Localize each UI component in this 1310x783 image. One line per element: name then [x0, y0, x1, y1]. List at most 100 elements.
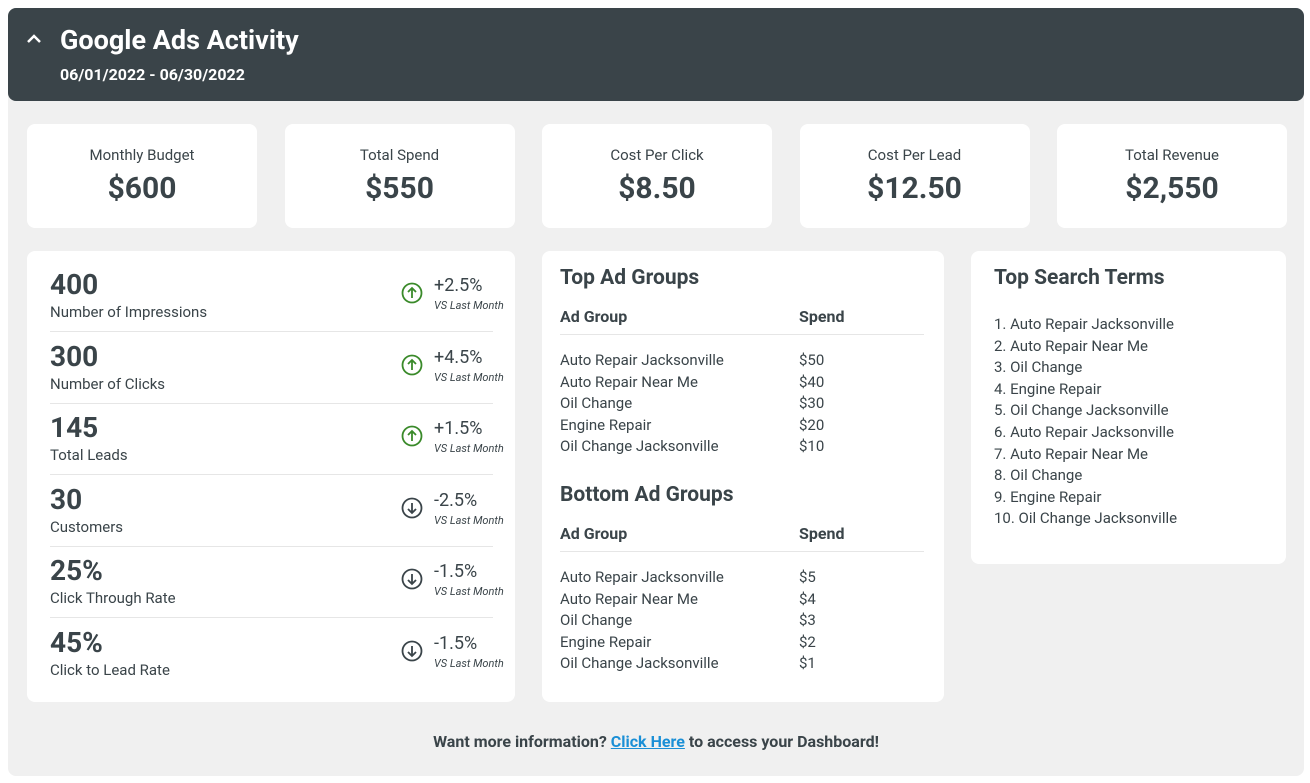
trend-icon	[401, 640, 423, 662]
ad-group-name: Auto Repair Jacksonville	[560, 351, 724, 369]
column-header: Spend	[799, 524, 845, 543]
kpi-label: Monthly Budget	[89, 146, 195, 164]
trend-icon	[401, 282, 423, 304]
kpi-label: Cost Per Lead	[867, 146, 962, 164]
search-term: 1. Auto Repair Jacksonville	[994, 315, 1174, 333]
ad-group-spend: $3	[799, 611, 816, 630]
ad-group-spend: $10	[799, 437, 825, 456]
metric-compare: VS Last Month	[434, 585, 504, 598]
search-term: 7. Auto Repair Near Me	[994, 444, 1149, 463]
kpi-card: Monthly Budget $600	[27, 124, 257, 228]
ad-group-spend: $4	[799, 589, 816, 608]
section-title: Top Search Terms	[994, 266, 1165, 290]
kpi-label: Total Spend	[359, 146, 440, 164]
metric-value: 145	[50, 411, 99, 444]
footer: Want more information? Click Here to acc…	[8, 732, 1304, 751]
metric-label: Click Through Rate	[50, 589, 176, 607]
divider	[50, 331, 493, 332]
metric-value: 400	[50, 268, 99, 301]
collapse-toggle[interactable]	[26, 32, 42, 46]
search-terms-card: Top Search Terms 1. Auto Repair Jacksonvi…	[971, 251, 1286, 564]
metric-compare: VS Last Month	[434, 656, 504, 670]
metric-value: 25%	[50, 554, 103, 587]
metric-label: Number of Impressions	[50, 303, 208, 321]
ad-group-name: Engine Repair	[560, 632, 652, 651]
search-term: 5. Oil Change Jacksonville	[994, 401, 1169, 420]
trend-icon	[401, 497, 423, 519]
kpi-card: Cost Per Lead $12.50	[799, 124, 1030, 228]
metric-change: +1.5%	[434, 418, 483, 439]
metric-change: -2.5%	[434, 489, 478, 511]
column-header: Ad Group	[560, 307, 628, 326]
kpi-value: $12.50	[867, 171, 962, 206]
metric-value: 30	[50, 482, 83, 516]
search-term: 9. Engine Repair	[994, 487, 1102, 506]
search-term: 4. Engine Repair	[994, 379, 1102, 398]
kpi-card: Cost Per Click $8.50	[542, 124, 772, 228]
metric-compare: VS Last Month	[434, 299, 504, 312]
column-header: Spend	[799, 307, 845, 326]
divider	[50, 402, 493, 404]
metric-value: 45%	[50, 625, 103, 659]
divider	[560, 334, 924, 335]
kpi-label: Total Revenue	[1125, 146, 1219, 164]
search-term: 3. Oil Change	[994, 358, 1083, 377]
metric-change: +4.5%	[434, 346, 483, 368]
title: Google Ads Activity	[60, 24, 299, 56]
kpi-value: $600	[107, 171, 177, 206]
search-term: 2. Auto Repair Near Me	[994, 336, 1149, 355]
divider	[50, 617, 493, 618]
kpi-label: Cost Per Click	[610, 146, 704, 164]
kpi-value: $2,550	[1125, 171, 1219, 206]
metric-change: -1.5%	[434, 561, 478, 582]
date-range: 06/01/2022 - 06/30/2022	[60, 65, 245, 84]
search-term: 6. Auto Repair Jacksonville	[994, 423, 1174, 441]
column-header: Ad Group	[560, 524, 628, 543]
trend-icon	[401, 568, 423, 590]
divider	[50, 474, 493, 475]
ad-group-name: Auto Repair Near Me	[560, 589, 698, 608]
dashboard-link[interactable]: Click Here	[610, 732, 685, 751]
divider	[560, 551, 924, 552]
ad-group-name: Auto Repair Near Me	[560, 372, 698, 391]
metric-value: 300	[50, 339, 99, 373]
ad-group-name: Oil Change Jacksonville	[560, 654, 719, 673]
section-title: Top Ad Groups	[560, 266, 700, 290]
divider	[50, 545, 493, 547]
metrics-card: 400 Number of Impressions +2.5% VS Last Mon…	[27, 251, 515, 702]
metric-change: +2.5%	[434, 275, 483, 296]
ad-group-spend: $40	[799, 372, 825, 391]
ad-group-name: Oil Change Jacksonville	[560, 437, 719, 456]
metric-change: -1.5%	[434, 632, 478, 654]
kpi-value: $8.50	[618, 171, 696, 206]
search-term: 10. Oil Change Jacksonville	[994, 509, 1178, 528]
metric-label: Click to Lead Rate	[50, 660, 170, 679]
footer-text: to access your Dashboard!	[688, 732, 879, 751]
metric-compare: VS Last Month	[434, 442, 504, 455]
header: Google Ads Activity 06/01/2022 - 06/30/2…	[8, 8, 1304, 101]
ad-groups-card: Top Ad Groups Ad Group Spend Auto Repair Ja…	[542, 251, 944, 702]
section-title: Bottom Ad Groups	[560, 483, 734, 507]
ad-group-spend: $50	[799, 351, 825, 369]
panel: Google Ads Activity 06/01/2022 - 06/30/2…	[8, 8, 1304, 776]
ad-group-spend: $20	[799, 415, 825, 434]
ad-group-spend: $1	[799, 654, 816, 673]
footer-text: Want more information?	[433, 732, 607, 751]
kpi-value: $550	[365, 171, 434, 206]
kpi-card: Total Spend $550	[284, 124, 515, 228]
ad-group-spend: $2	[799, 632, 816, 651]
metric-compare: VS Last Month	[434, 513, 504, 527]
kpi-card: Total Revenue $2,550	[1057, 124, 1287, 228]
metric-label: Number of Clicks	[50, 374, 166, 393]
ad-group-spend: $5	[799, 568, 816, 586]
ad-group-spend: $30	[799, 394, 825, 413]
metric-compare: VS Last Month	[434, 370, 504, 384]
metric-label: Total Leads	[50, 446, 128, 464]
ad-group-name: Oil Change	[560, 394, 633, 413]
trend-icon	[401, 354, 423, 376]
search-term: 8. Oil Change	[994, 466, 1083, 485]
trend-icon	[401, 425, 423, 447]
ad-group-name: Auto Repair Jacksonville	[560, 568, 724, 586]
ad-group-name: Oil Change	[560, 611, 633, 630]
metric-label: Customers	[50, 517, 124, 536]
